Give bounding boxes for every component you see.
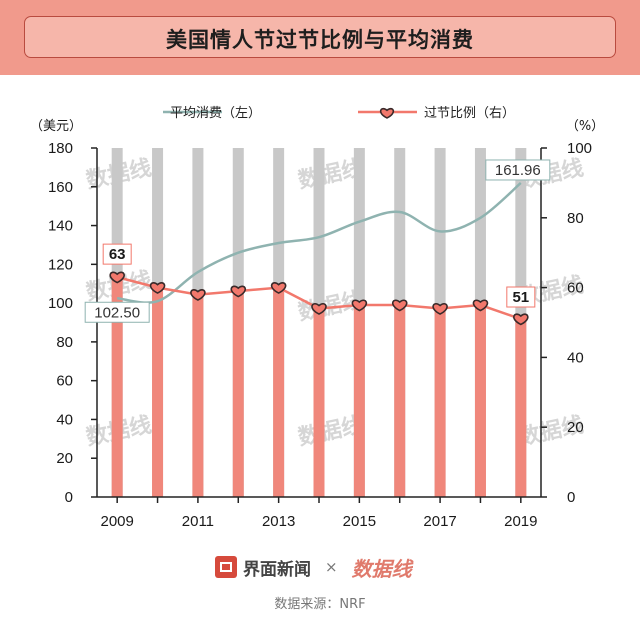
x-tick-label: 2011 [182,513,214,530]
title-band: 美国情人节过节比例与平均消费 [0,0,640,75]
line-last-label-box [485,159,551,181]
x-tick-label: 2009 [100,513,133,530]
axes: 0 20 40 60 80 100 120 140 160 180 0 20 40 60 80 100 2009… [48,140,592,530]
y-right-tick-label: 40 [567,349,584,366]
ratio-heart-marker [190,289,206,301]
ratio-bar [111,277,123,497]
x-tick-label: 2017 [423,513,456,530]
ratio-heart-marker [351,299,368,312]
ratio-bar [353,305,365,497]
y-right-tick-label: 80 [567,210,584,227]
ratio-bars [111,277,527,497]
ratio-heart-marker [472,299,489,312]
spend-line [117,182,522,304]
x-tick-label: 2019 [504,513,537,530]
y-left-tick-label: 40 [56,411,73,428]
data-source: 数据来源：NRF [274,597,366,612]
y-left-tick-label: 100 [48,295,73,312]
y-right-tick-label: 0 [567,489,575,506]
ratio-heart-marker [149,282,166,294]
y-left-tick-label: 140 [48,218,73,235]
legend-heart-icon [379,107,395,119]
ratio-bar [152,287,164,497]
y-left-tick-label: 20 [56,450,73,467]
data-labels: 63 51 102.50 161.96 [84,159,551,323]
y-left-tick-label: 160 [48,179,73,196]
ratio-heart-marker [311,302,327,315]
line-first-label: 102.50 [94,304,140,321]
bar-first-label: 63 [109,246,126,263]
y-left-tick-label: 120 [48,256,73,273]
ratio-bar [474,305,486,497]
ratio-bar [192,294,204,497]
ratio-bar [313,308,325,497]
ratio-heart-marker [392,299,408,312]
ratio-heart-marker [109,271,125,284]
x-tick-label: 2015 [343,513,376,530]
y-right-tick-label: 20 [567,419,584,436]
y-left-tick-label: 80 [56,334,73,351]
bar-last-label: 51 [512,289,529,306]
ratio-heart-marker [270,282,287,294]
y-right-unit: （%） [566,119,604,134]
brand-logo-icon [215,556,237,578]
brand-name: 界面新闻 [243,559,311,580]
ratio-bar [434,308,446,497]
footer-brand: 界面新闻 × 数据线 [215,555,412,581]
chart-title: 美国情人节过节比例与平均消费 [166,28,474,52]
y-left-tick-label: 0 [65,489,73,506]
line-last-label: 161.96 [495,162,541,179]
ratio-bar [232,291,244,497]
bar-first-label-box [102,243,132,265]
line-first-label-box [84,301,150,323]
legend-bar-label: 过节比例（右） [424,106,515,121]
partner-logo: 数据线 [351,556,412,581]
y-right-tick-label: 60 [567,280,584,297]
y-left-unit: （美元） [30,119,82,134]
ratio-bar [273,287,285,497]
y-left-tick-label: 60 [56,373,73,390]
ratio-heart-marker [432,302,448,315]
title-box: 美国情人节过节比例与平均消费 [24,16,616,58]
legend-line-label: 平均消费（左） [170,106,261,121]
legend: 平均消费（左） 过节比例（右） [163,106,515,121]
bar-last-label-box [506,286,536,308]
ratio-heart-marker [513,313,529,326]
x-tick-label: 2013 [262,513,295,530]
y-right-tick-label: 100 [567,140,592,157]
ratio-bar [394,305,406,497]
ratio-heart-marker [230,285,246,298]
y-left-tick-label: 180 [48,140,73,157]
ratio-bar [515,319,527,497]
times-sign: × [325,558,338,576]
ratio-hearts [109,271,529,326]
